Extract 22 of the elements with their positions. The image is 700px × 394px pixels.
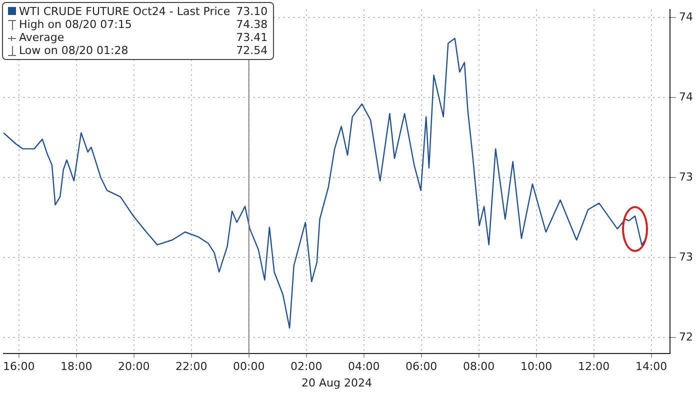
x-tick-label: 02:00 bbox=[290, 360, 322, 374]
text: High on 08/20 07:15 74.38 bbox=[19, 18, 268, 31]
x-tick-label: 14:00 bbox=[635, 360, 668, 374]
text: Average 73.41 bbox=[19, 31, 268, 44]
text: Low on 08/20 01:28 72.54 bbox=[19, 44, 268, 57]
x-tick-label: 06:00 bbox=[405, 360, 438, 374]
x-tick-label: 12:00 bbox=[578, 360, 610, 374]
x-tick-label: 04:00 bbox=[348, 360, 380, 374]
x-tick-label: 16:00 bbox=[3, 360, 35, 374]
y-tick-label: 72 bbox=[679, 330, 694, 344]
x-tick-label: 00:00 bbox=[232, 360, 265, 374]
legend-label: WTI CRUDE FUTURE Oct24 - Last Price 73.10 bbox=[18, 5, 268, 18]
x-tick-label: 08:00 bbox=[462, 360, 495, 374]
x-tick-label: 22:00 bbox=[175, 360, 208, 374]
y-tick-label: 74 bbox=[679, 90, 694, 104]
x-tick-label: 20:00 bbox=[118, 360, 150, 374]
y-tick-label: 73 bbox=[679, 170, 694, 184]
x-axis-title: 20 Aug 2024 bbox=[302, 376, 372, 390]
y-tick-label: 74 bbox=[679, 10, 694, 24]
y-tick-label: 73 bbox=[679, 250, 694, 264]
x-tick-label: 10:00 bbox=[520, 360, 552, 374]
x-tick-label: 18:00 bbox=[60, 360, 92, 374]
